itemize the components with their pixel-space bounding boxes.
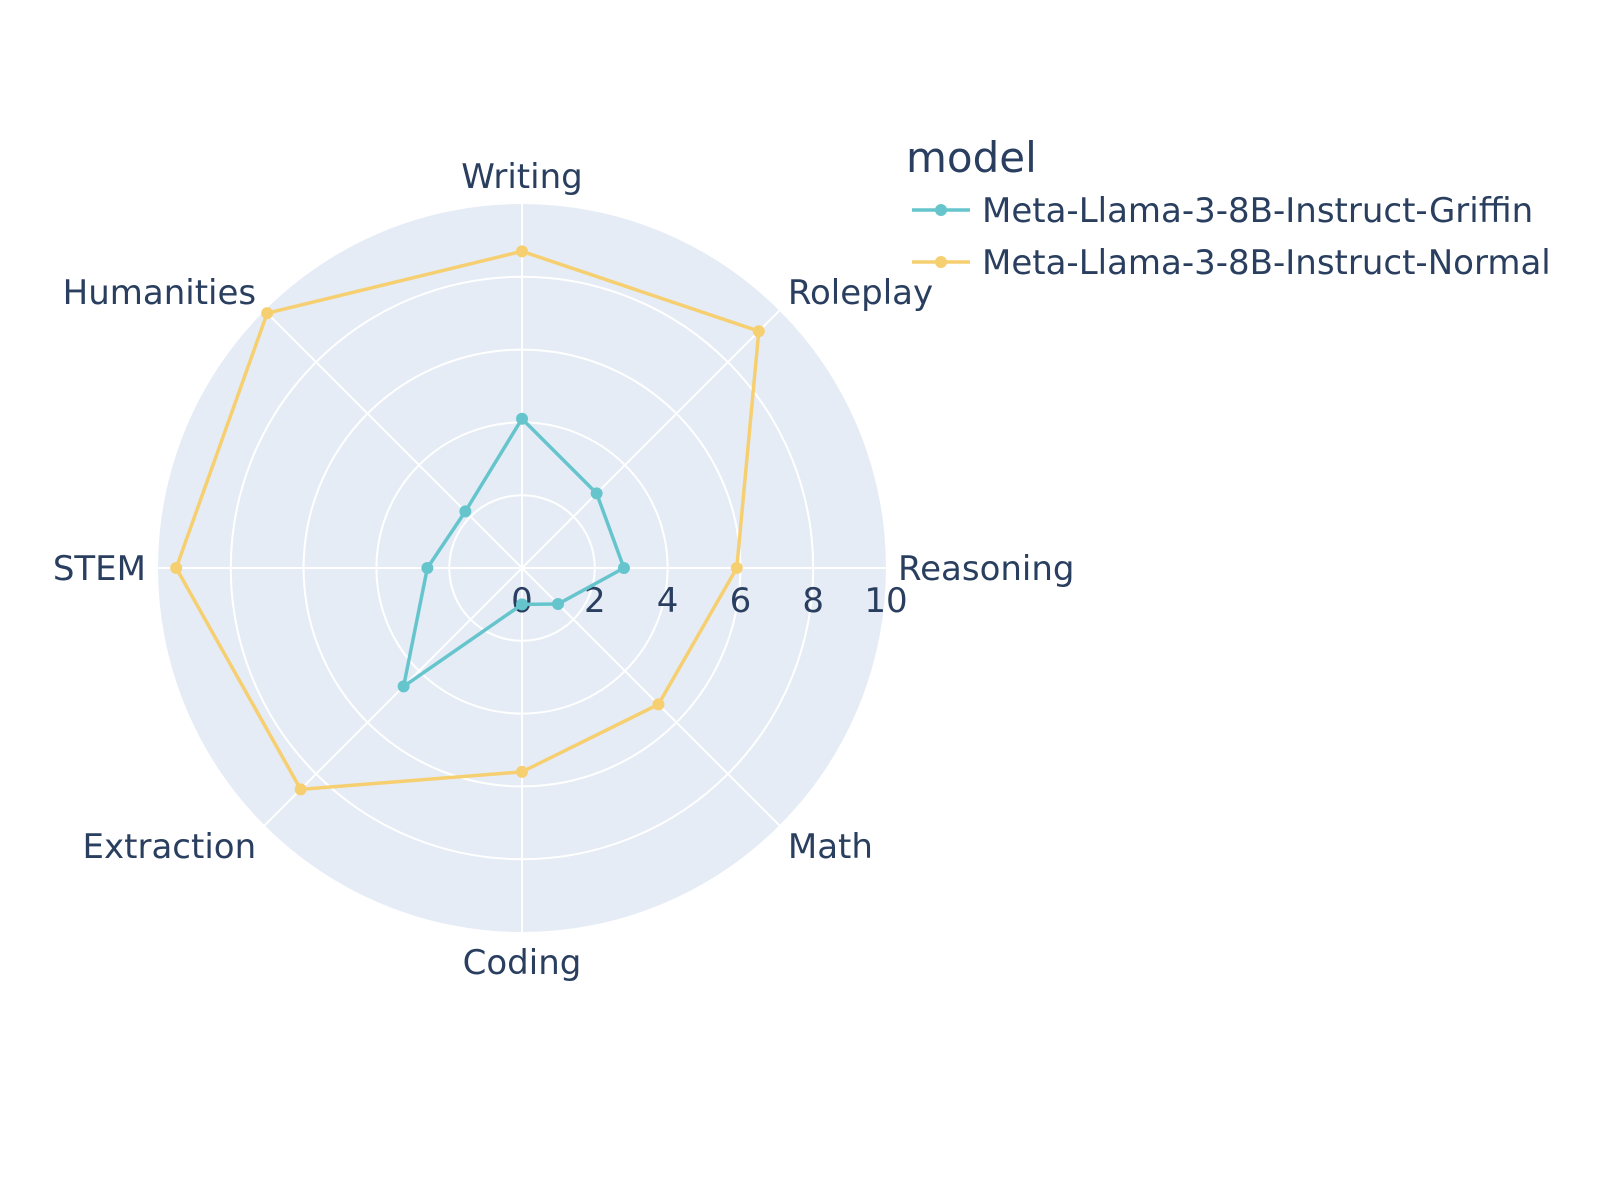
data-point (516, 765, 528, 778)
data-point (652, 698, 665, 711)
series-1 (397, 412, 630, 693)
data-point (294, 783, 307, 796)
data-point (397, 680, 410, 693)
radial-tick-label: 6 (730, 581, 752, 621)
grid-spoke (521, 309, 781, 569)
data-point (459, 505, 472, 518)
data-point (730, 562, 743, 574)
data-point (516, 412, 528, 425)
legend-item[interactable]: Meta-Llama-3-8B-Instruct-Normal (912, 243, 1551, 283)
data-point (552, 598, 565, 611)
data-point (516, 598, 528, 611)
polar-grid (158, 204, 886, 932)
category-label: Humanities (63, 273, 256, 313)
grid-spoke (521, 567, 781, 827)
radial-tick-label: 8 (802, 581, 824, 621)
category-label: Writing (461, 157, 582, 197)
category-label: STEM (53, 549, 146, 589)
data-point (752, 325, 765, 338)
category-label: Extraction (83, 827, 257, 867)
radial-tick-label: 10 (864, 581, 907, 621)
data-point (170, 562, 183, 574)
legend-marker (935, 256, 947, 268)
category-labels: Writing Roleplay Reasoning Math Coding Extrac… (53, 157, 1075, 983)
data-point (261, 307, 274, 320)
data-point (421, 562, 434, 574)
data-point (617, 562, 630, 574)
radial-tick-label: 4 (657, 581, 679, 621)
legend-label: Meta-Llama-3-8B-Instruct-Griffin (982, 191, 1533, 231)
legend: model Meta-Llama-3-8B-Instruct-Griffin Me… (906, 133, 1551, 283)
legend-marker (935, 204, 947, 216)
category-label: Roleplay (788, 273, 933, 313)
grid-spoke (263, 309, 523, 569)
grid-spoke (263, 567, 523, 827)
data-point (516, 245, 528, 258)
category-label: Math (788, 827, 873, 867)
series-layer (170, 245, 765, 796)
category-label: Reasoning (898, 549, 1075, 589)
category-label: Coding (463, 943, 582, 983)
legend-label: Meta-Llama-3-8B-Instruct-Normal (982, 243, 1551, 283)
data-point (590, 487, 603, 500)
series-2 (170, 245, 765, 796)
radial-tick-label: 2 (584, 581, 606, 621)
legend-item[interactable]: Meta-Llama-3-8B-Instruct-Griffin (912, 191, 1533, 231)
legend-title: model (906, 133, 1037, 182)
